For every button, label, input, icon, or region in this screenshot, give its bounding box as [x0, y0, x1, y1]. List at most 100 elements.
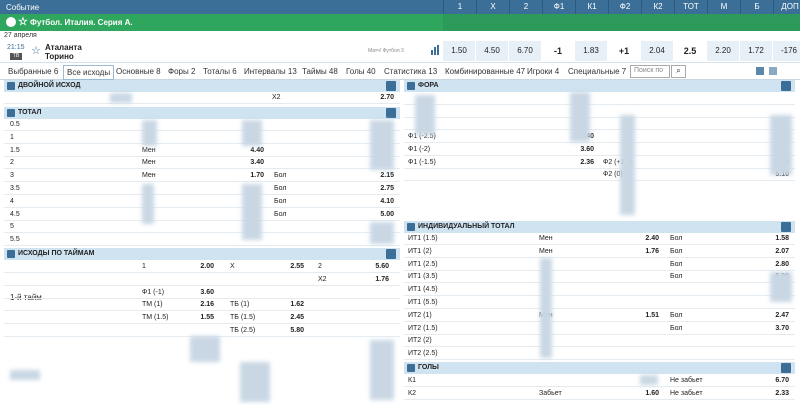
handicap-odd[interactable]: 2.36: [580, 158, 594, 166]
collapse-checkbox-icon[interactable]: [407, 82, 415, 90]
under-odd[interactable]: [609, 259, 659, 271]
collapse-arrow-icon[interactable]: [781, 81, 791, 91]
collapse-arrow-icon[interactable]: [781, 222, 791, 232]
over-odd[interactable]: 2.47: [775, 311, 789, 319]
tab-players[interactable]: Игроки 4: [527, 67, 560, 76]
col-header[interactable]: К1: [575, 0, 608, 14]
over-odd[interactable]: 3.70: [775, 324, 789, 332]
under-odd[interactable]: [609, 271, 659, 283]
odd-cell[interactable]: 2.20: [707, 41, 740, 61]
col-header[interactable]: Б: [740, 0, 773, 14]
section-individual-total-header[interactable]: ИНДИВИДУАЛЬНЫЙ ТОТАЛ: [404, 221, 795, 233]
not-scores-odd[interactable]: 2.33: [775, 390, 789, 397]
under-odd[interactable]: 1.76: [645, 247, 659, 255]
outcome-odd[interactable]: 2.55: [290, 263, 304, 270]
col-header[interactable]: М: [707, 0, 740, 14]
collapse-arrow-icon[interactable]: [781, 363, 791, 373]
tab-totals[interactable]: Тоталы 6: [203, 67, 237, 76]
handicap-odd[interactable]: 3.60: [580, 145, 594, 153]
col-header[interactable]: ТОТ: [674, 0, 707, 14]
odd-cell[interactable]: 2.04: [641, 41, 674, 61]
under-odd[interactable]: 4.40: [250, 146, 264, 154]
col-header[interactable]: Ф2: [608, 0, 641, 14]
over-odd[interactable]: 2.07: [775, 247, 789, 255]
section-halves-header[interactable]: ИСХОДЫ ПО ТАЙМАМ: [4, 248, 400, 260]
collapse-checkbox-icon[interactable]: [7, 250, 15, 258]
tab-intervals[interactable]: Интервалы 13: [244, 67, 297, 76]
odd-cell[interactable]: 4.50: [476, 41, 509, 61]
tab-main[interactable]: Основные 8: [116, 67, 161, 76]
col-header[interactable]: 1: [443, 0, 476, 14]
over-odd[interactable]: 2.75: [380, 185, 394, 192]
search-input[interactable]: Поиск по: [630, 65, 670, 78]
col-header[interactable]: Ф1: [542, 0, 575, 14]
handicap-odd[interactable]: [739, 93, 789, 105]
outcome-odd[interactable]: 5.80: [290, 327, 304, 334]
collapse-checkbox-icon[interactable]: [407, 223, 415, 231]
handicap-odd[interactable]: [544, 169, 594, 181]
over-odd[interactable]: [739, 335, 789, 347]
tab-halves[interactable]: Таймы 48: [302, 67, 338, 76]
odd-cell[interactable]: 1.50: [443, 41, 476, 61]
league-bar[interactable]: ☆ Футбол. Италия. Серия А.: [0, 14, 800, 31]
over-odd[interactable]: 1.58: [775, 235, 789, 242]
scores-odd[interactable]: 1.60: [645, 390, 659, 397]
over-odd[interactable]: 2.80: [775, 260, 789, 268]
not-scores-odd[interactable]: 6.70: [775, 377, 789, 384]
favorite-star-icon[interactable]: ☆: [31, 45, 41, 57]
search-icon[interactable]: ⌕: [671, 65, 686, 78]
section-double-chance-header[interactable]: ДВОЙНОЙ ИСХОД: [4, 80, 400, 92]
outcome-odd[interactable]: 2.16: [200, 301, 214, 309]
tab-goals[interactable]: Голы 40: [346, 67, 376, 76]
outcome-odd[interactable]: 5.60: [375, 263, 389, 270]
tab-all-outcomes[interactable]: Все исходы: [63, 65, 115, 80]
outcome-odd[interactable]: 2.45: [290, 314, 304, 322]
statistics-icon[interactable]: [431, 45, 439, 55]
team2-name[interactable]: Торино: [45, 52, 74, 61]
outcome-odd[interactable]: 3.60: [200, 288, 214, 296]
more-markets-count[interactable]: -176: [773, 41, 800, 61]
outcome-odd[interactable]: 2.00: [200, 263, 214, 270]
star-icon[interactable]: ☆: [18, 16, 28, 28]
team1-name[interactable]: Аталанта: [45, 43, 82, 52]
under-odd[interactable]: 2.40: [645, 235, 659, 242]
over-odd[interactable]: 2.15: [380, 172, 394, 180]
under-odd[interactable]: 3.40: [250, 159, 264, 167]
tab-statistics[interactable]: Статистика 13: [384, 67, 438, 76]
col-header[interactable]: X: [476, 0, 509, 14]
list-view-icon[interactable]: [769, 67, 777, 75]
outcome-odd[interactable]: [259, 274, 304, 286]
collapse-arrow-icon[interactable]: [386, 81, 396, 91]
under-odd[interactable]: [609, 323, 659, 335]
section-goals-header[interactable]: ГОЛЫ: [404, 362, 795, 374]
odd-cell[interactable]: 6.70: [509, 41, 542, 61]
outcome-odd[interactable]: [344, 287, 389, 299]
tab-handicaps[interactable]: Форы 2: [168, 67, 196, 76]
collapse-checkbox-icon[interactable]: [7, 82, 15, 90]
tab-selected[interactable]: Выбранные 6: [8, 67, 59, 76]
outcome-odd[interactable]: [344, 325, 389, 337]
under-odd[interactable]: [609, 348, 659, 360]
outcome-odd[interactable]: 1.62: [290, 301, 304, 309]
col-header[interactable]: 2: [509, 0, 542, 14]
over-odd[interactable]: 5.00: [380, 210, 394, 218]
outcome-odd[interactable]: [259, 287, 304, 299]
section-handicap-header[interactable]: ФОРА: [404, 80, 795, 92]
outcome-odd[interactable]: [344, 299, 389, 311]
under-odd[interactable]: 1.51: [645, 311, 659, 319]
tab-combined[interactable]: Комбинированные 47: [445, 67, 526, 76]
under-odd[interactable]: [609, 284, 659, 296]
section-total-header[interactable]: ТОТАЛ: [4, 107, 400, 119]
under-odd[interactable]: 1.70: [250, 172, 264, 180]
outcome-odd[interactable]: [169, 274, 214, 286]
match-row[interactable]: 21:15 ТВ ☆ Аталанта Торино Матч! Футбол …: [0, 38, 800, 63]
odd-cell[interactable]: 1.83: [575, 41, 608, 61]
grid-view-icon[interactable]: [756, 67, 764, 75]
outcome-odd[interactable]: 1.55: [200, 314, 214, 322]
collapse-checkbox-icon[interactable]: [7, 109, 15, 117]
outcome-odd[interactable]: [344, 312, 389, 324]
under-odd[interactable]: [609, 335, 659, 347]
over-odd[interactable]: 4.10: [380, 197, 394, 205]
under-odd[interactable]: [609, 297, 659, 309]
collapse-arrow-icon[interactable]: [386, 249, 396, 259]
